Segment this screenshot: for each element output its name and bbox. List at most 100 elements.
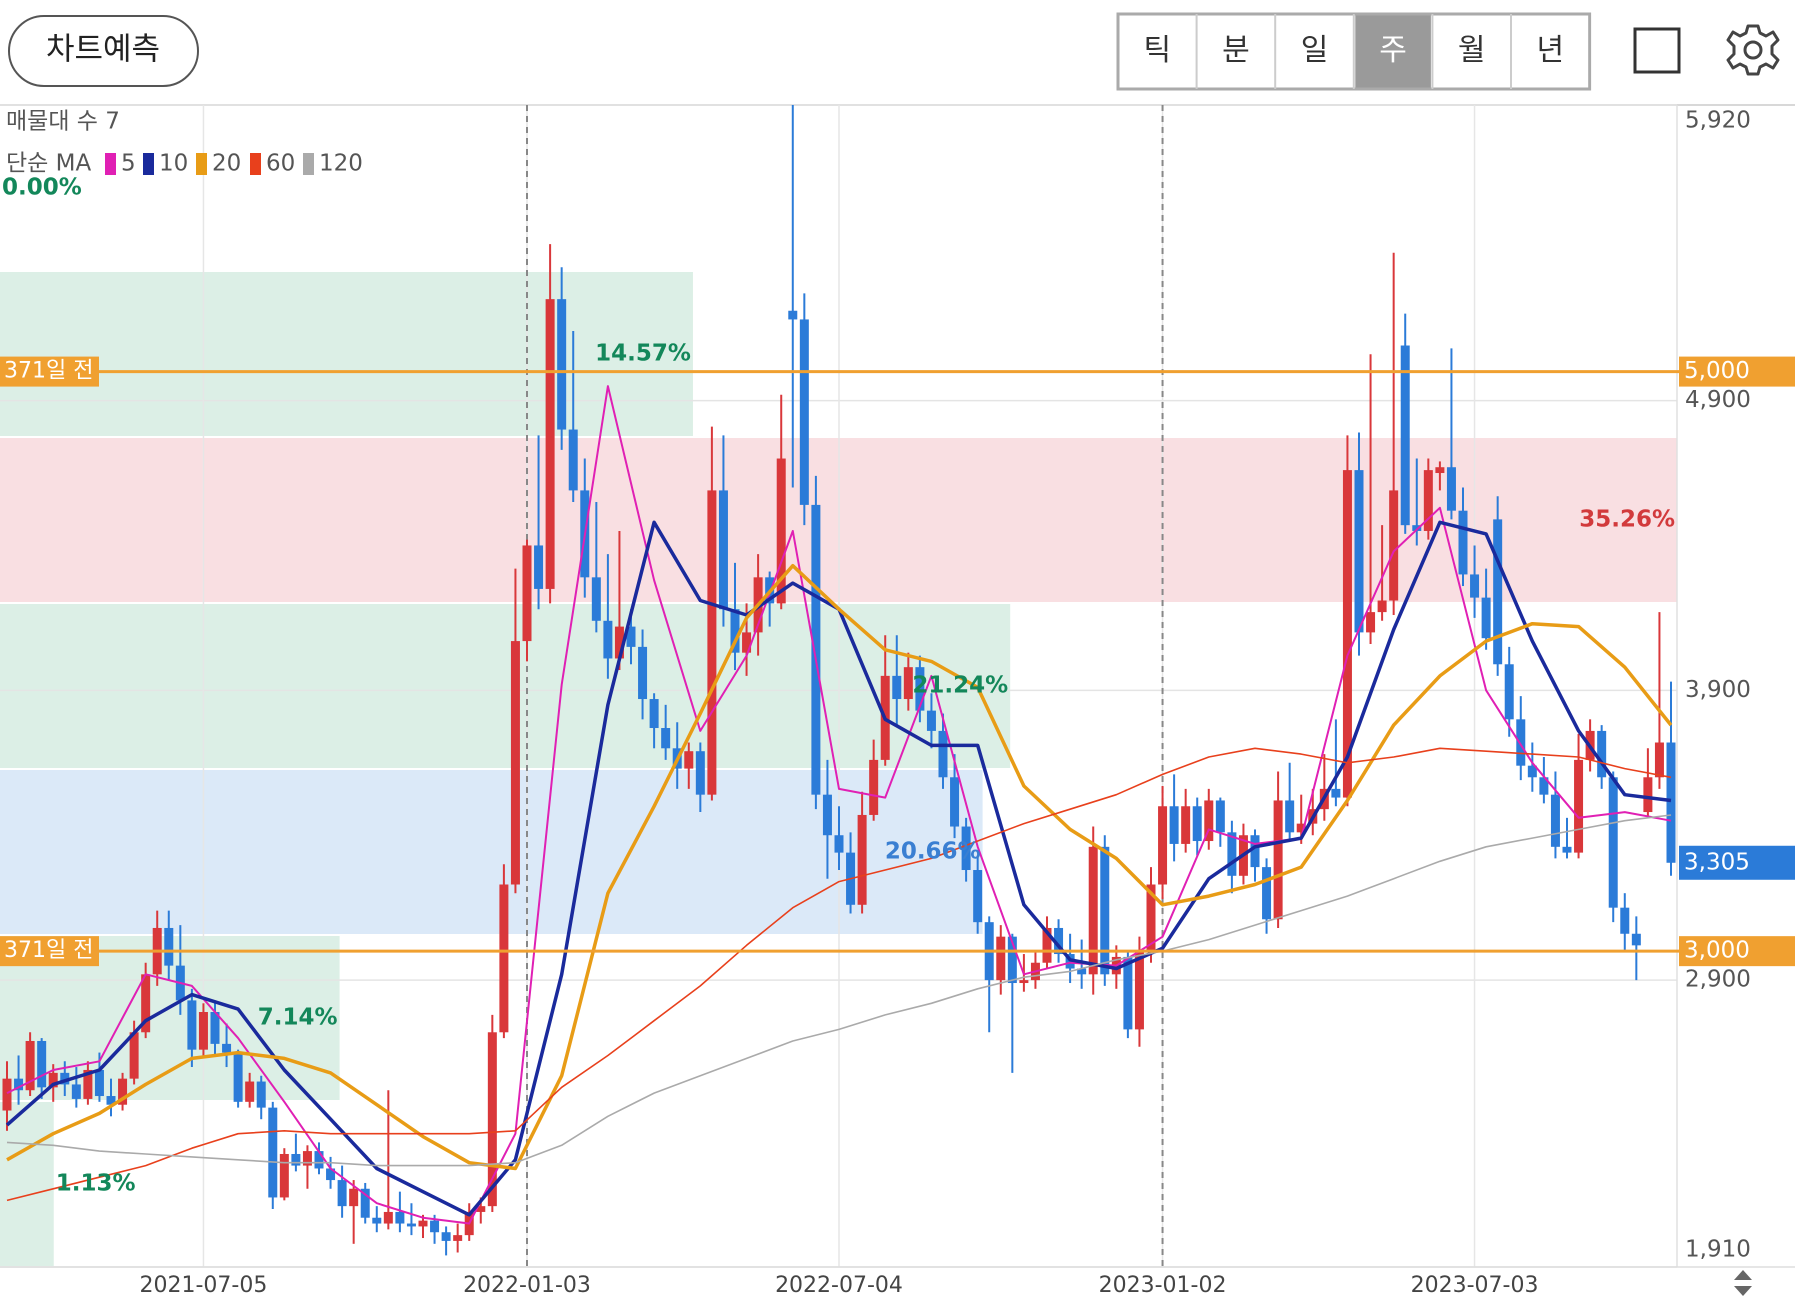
candle-body (60, 1072, 70, 1085)
legend-swatch (196, 153, 207, 175)
profile-label: 0.00% (2, 175, 82, 201)
candle-body (811, 504, 821, 795)
candle-body (326, 1168, 336, 1181)
period-label[interactable]: 틱 (1143, 33, 1171, 68)
level-price: 5,000 (1684, 358, 1750, 384)
ma-line (6, 814, 1672, 1167)
profile-label: 7.14% (258, 1005, 338, 1031)
legend-label: 20 (212, 151, 241, 177)
x-tick-label: 2021-07-05 (140, 1273, 268, 1298)
y-tick-label: 4,900 (1685, 387, 1751, 413)
candle-body (1550, 794, 1560, 847)
candle-body (1608, 777, 1618, 908)
candle-body (695, 751, 705, 795)
candle-body (268, 1107, 278, 1198)
candle-body (1169, 806, 1179, 844)
period-button[interactable] (1119, 15, 1196, 88)
predict-button-label[interactable]: 차트예측 (46, 32, 160, 68)
candle-body (418, 1220, 428, 1227)
period-button[interactable] (1512, 15, 1589, 88)
candle-body (141, 974, 151, 1033)
checkbox[interactable] (1633, 27, 1681, 74)
candle-body (1481, 597, 1491, 639)
candle-body (118, 1078, 128, 1105)
profile-label: 14.57% (595, 341, 691, 367)
candle-body (302, 1151, 312, 1166)
candle-body (1527, 765, 1537, 778)
candle-body (48, 1072, 58, 1088)
candle-body (441, 1232, 451, 1241)
candle-body (1470, 574, 1480, 598)
period-label[interactable]: 월 (1458, 33, 1486, 68)
x-tick-label: 2023-01-02 (1099, 1273, 1227, 1298)
candle-body (522, 545, 532, 642)
candle-body (950, 777, 960, 827)
legend-label: 10 (159, 151, 188, 177)
candle-body (1158, 806, 1168, 885)
period-label[interactable]: 분 (1222, 33, 1250, 68)
legend-label: 60 (266, 151, 295, 177)
y-tick-label: 2,900 (1685, 967, 1751, 993)
period-label[interactable]: 일 (1301, 33, 1329, 68)
candle-body (926, 710, 936, 731)
candle-body (1077, 968, 1087, 975)
candle-body (94, 1069, 104, 1097)
candle-body (71, 1084, 81, 1099)
level-price-bg (1679, 936, 1795, 967)
candle-body (776, 458, 786, 604)
candle-body (1088, 846, 1098, 975)
candle-body (603, 620, 613, 659)
period-button[interactable] (1276, 15, 1353, 88)
candle-body (1134, 951, 1144, 1030)
candle-body (1458, 510, 1468, 575)
ma-label: 단순 MA (6, 151, 91, 177)
period-button[interactable] (1433, 15, 1510, 88)
period-label[interactable]: 년 (1536, 33, 1564, 68)
candle-body (1007, 936, 1017, 984)
candle-body (534, 545, 544, 589)
candle-body (996, 936, 1006, 981)
candle-body (245, 1081, 255, 1102)
candle-body (638, 646, 648, 700)
candle-body (25, 1040, 35, 1091)
candle-body (857, 814, 867, 905)
profile-band (0, 1102, 54, 1266)
legend-swatch (250, 153, 261, 175)
level-tag-bg (0, 936, 99, 967)
level-price: 3,000 (1684, 938, 1750, 964)
candle-body (1423, 470, 1433, 531)
predict-button[interactable] (8, 15, 199, 87)
toolbar: 차트예측 틱 분 일 주 월 년 (8, 12, 1780, 91)
candle-body (406, 1223, 416, 1227)
profile-label: 21.24% (912, 673, 1008, 699)
x-tick-label: 2022-01-03 (463, 1273, 591, 1298)
gear-hub (1743, 40, 1763, 60)
period-button[interactable] (1355, 15, 1431, 88)
arrow-down (1734, 1286, 1752, 1296)
candle-body (1054, 927, 1064, 955)
x-tick-label: 2022-07-04 (775, 1273, 903, 1298)
candle-body (1597, 730, 1607, 778)
candle-body (233, 1052, 243, 1102)
period-button[interactable] (1198, 15, 1274, 88)
candle-body (1285, 800, 1295, 833)
candle-body (1654, 742, 1664, 778)
scroll-arrows[interactable] (1734, 1270, 1752, 1296)
candle-body (83, 1069, 93, 1099)
candle-body (14, 1078, 24, 1091)
candle-body (372, 1217, 382, 1224)
candle-body (1262, 867, 1272, 920)
candle-body (822, 794, 832, 836)
profile-band (0, 770, 983, 934)
level-tag-bg (0, 356, 99, 387)
settings-icon[interactable] (1726, 24, 1780, 76)
candle-body (788, 310, 798, 320)
candle-body (1539, 777, 1549, 795)
profile-band (0, 272, 693, 436)
candle-body (1331, 788, 1341, 798)
candle-body (395, 1211, 405, 1224)
candle-body (614, 626, 624, 659)
candle-body (1146, 884, 1156, 952)
candle-body (222, 1043, 232, 1053)
period-label[interactable]: 주 (1379, 33, 1407, 68)
